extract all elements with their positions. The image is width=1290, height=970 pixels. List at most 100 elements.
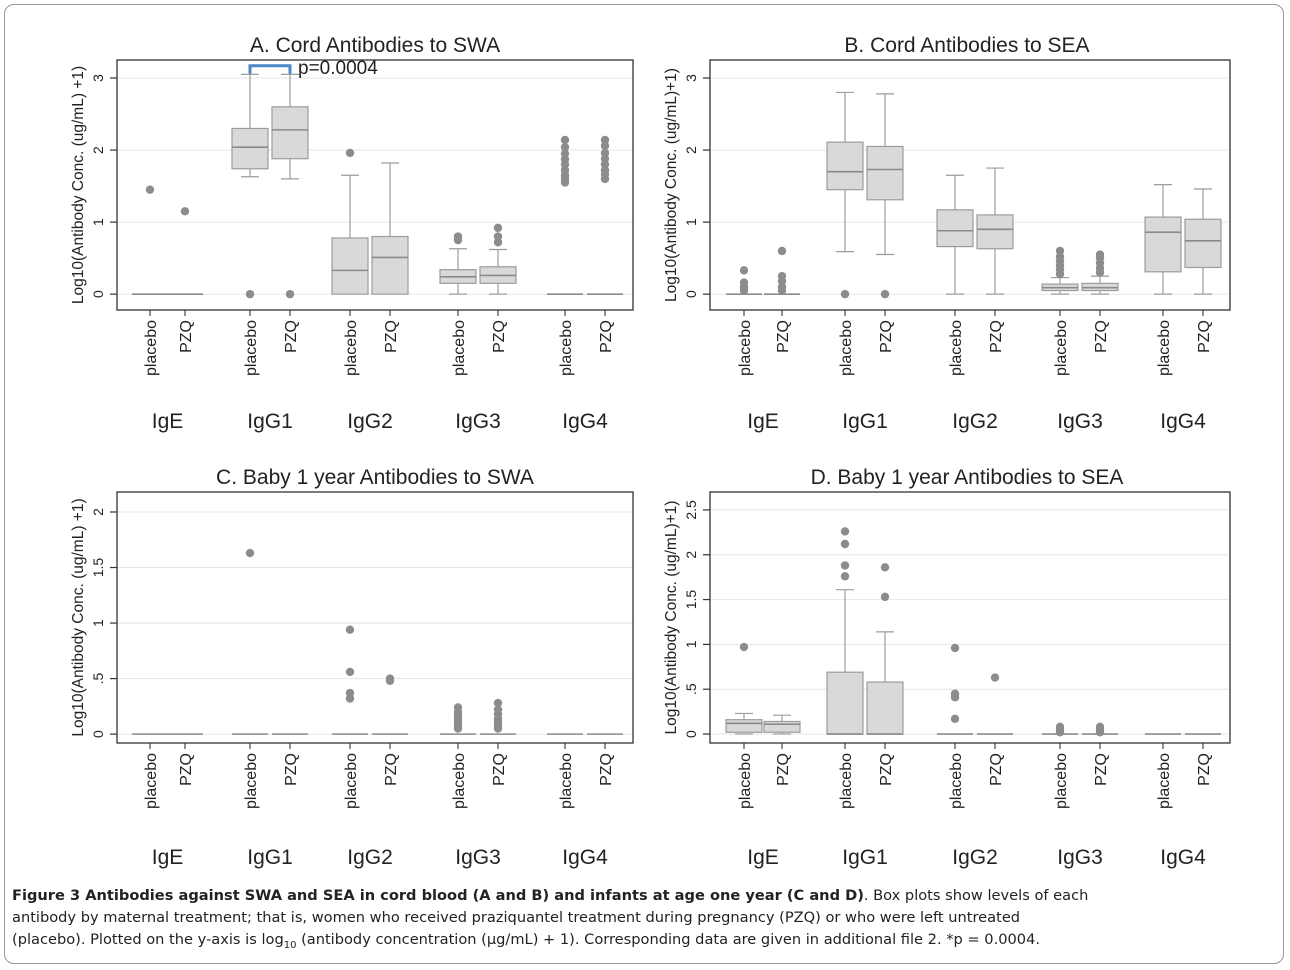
- outlier-point: [453, 703, 463, 712]
- box-ige-pzq: [763, 714, 801, 735]
- group-label: IgE: [152, 846, 184, 869]
- box-igg2-placebo: [936, 174, 974, 295]
- outlier-point: [880, 592, 890, 602]
- group-label: IgG4: [1160, 410, 1206, 433]
- caption-line-1-rest: . Box plots show levels of each: [863, 887, 1089, 904]
- x-tick-label: PZQ: [283, 320, 300, 353]
- x-tick-label: placebo: [1053, 753, 1070, 809]
- x-tick-label: placebo: [948, 320, 965, 376]
- box-igg4-pzq: [587, 135, 623, 295]
- outlier-point: [880, 289, 890, 299]
- outlier-point: [600, 135, 610, 145]
- outlier-point: [245, 289, 255, 299]
- x-tick-label: placebo: [558, 320, 575, 376]
- outlier-point: [453, 232, 463, 241]
- x-tick-label: PZQ: [598, 753, 615, 786]
- x-tick-label: PZQ: [988, 753, 1005, 786]
- x-tick-label: placebo: [243, 320, 260, 376]
- figure-frame: [4, 4, 1284, 964]
- x-tick-label: placebo: [737, 320, 754, 376]
- outlier-point: [560, 149, 570, 158]
- plot-area: [709, 59, 1231, 311]
- outlier-point: [739, 278, 749, 287]
- group-label: IgG4: [562, 846, 608, 869]
- group-label: IgE: [747, 410, 779, 433]
- outlier-point: [345, 688, 355, 698]
- caption-line-2: antibody by maternal treatment; that is,…: [12, 909, 1021, 926]
- box-iqr: [866, 681, 904, 735]
- group-label: IgG4: [562, 410, 608, 433]
- outlier-point: [950, 689, 960, 698]
- box-iqr: [826, 671, 864, 735]
- outlier-point: [285, 289, 295, 299]
- box-ige-placebo: [132, 185, 168, 295]
- y-tick-label: 2: [90, 508, 106, 516]
- y-tick-label: 1: [683, 218, 699, 226]
- box-igg4-placebo: [547, 135, 583, 295]
- x-tick-label: PZQ: [383, 320, 400, 353]
- x-tick-label: placebo: [558, 753, 575, 809]
- x-tick-label: placebo: [143, 320, 160, 376]
- box-igg1-pzq: [271, 73, 309, 299]
- box-iqr: [271, 106, 309, 160]
- y-tick-label: 1.5: [683, 590, 699, 610]
- plot-area: [709, 491, 1231, 744]
- outlier-point: [600, 166, 610, 175]
- box-iqr: [826, 141, 864, 191]
- group-label: IgG3: [455, 410, 501, 433]
- y-axis-label: Log10(Antibody Conc. (ug/mL)+1): [663, 68, 680, 302]
- outlier-point: [739, 642, 749, 652]
- box-iqr: [976, 214, 1014, 250]
- outlier-point: [840, 561, 850, 570]
- x-tick-label: placebo: [243, 753, 260, 809]
- outlier-point: [1055, 722, 1065, 732]
- outlier-point: [840, 539, 850, 549]
- group-label: IgG2: [952, 410, 998, 433]
- outlier-point: [1055, 252, 1065, 261]
- group-label: IgG3: [1057, 410, 1103, 433]
- box-igg3-pzq: [1082, 722, 1118, 737]
- box-ige-pzq: [167, 207, 203, 295]
- y-axis-label: Log10(Antibody Conc. (ug/mL)+1): [663, 501, 680, 735]
- box-igg2-placebo: [331, 148, 369, 295]
- figure-caption: Figure 3 Antibodies against SWA and SEA …: [12, 885, 1274, 957]
- y-tick-label: 3: [90, 74, 106, 82]
- outlier-point: [1095, 250, 1105, 259]
- y-axis-label: Log10(Antibody Conc. (ug/mL) +1): [70, 66, 87, 304]
- group-label: IgE: [152, 410, 184, 433]
- box-iqr: [331, 237, 369, 295]
- x-tick-label: placebo: [343, 320, 360, 376]
- x-tick-label: PZQ: [775, 753, 792, 786]
- outlier-point: [777, 282, 787, 292]
- x-tick-label: placebo: [343, 753, 360, 809]
- box-igg1-placebo: [826, 91, 864, 299]
- outlier-point: [739, 266, 749, 275]
- box-iqr: [725, 719, 763, 733]
- outlier-point: [600, 141, 610, 150]
- outlier-point: [493, 698, 503, 708]
- box-igg3-placebo: [1042, 722, 1078, 737]
- outlier-point: [600, 154, 610, 163]
- outlier-point: [385, 674, 395, 683]
- y-axis-label: Log10(Antibody Conc. (ug/mL) +1): [70, 498, 87, 736]
- box-iqr: [763, 720, 801, 733]
- panel-title: A. Cord Antibodies to SWA: [250, 34, 500, 57]
- y-tick-label: 0: [90, 290, 106, 298]
- x-tick-label: PZQ: [1196, 320, 1213, 353]
- group-label: IgG1: [842, 410, 888, 433]
- box-ige-placebo: [726, 266, 762, 295]
- group-label: IgG3: [455, 846, 501, 869]
- x-tick-label: PZQ: [491, 320, 508, 353]
- outlier-point: [840, 289, 850, 299]
- y-tick-label: 2: [683, 551, 699, 559]
- outlier-point: [345, 667, 355, 677]
- x-tick-label: PZQ: [1093, 753, 1110, 786]
- outlier-point: [1055, 246, 1065, 256]
- group-label: IgG2: [952, 846, 998, 869]
- y-tick-label: 1: [90, 218, 106, 226]
- group-label: IgG1: [842, 846, 888, 869]
